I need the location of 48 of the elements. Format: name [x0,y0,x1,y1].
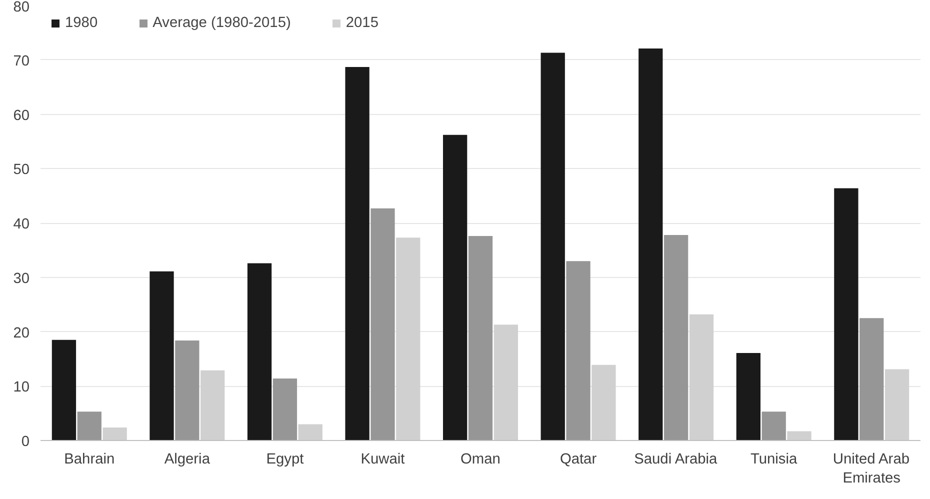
bar [494,324,518,440]
legend-label: 1980 [65,15,98,31]
x-tick-label: Kuwait [360,452,405,468]
y-tick-label: 20 [13,325,30,342]
x-tick-label: Oman [460,452,500,468]
x-tick-label: Qatar [560,452,597,468]
x-tick-label: Tunisia [750,452,798,468]
bar [102,427,127,440]
x-tick-label: Algeria [164,452,211,468]
bar [592,364,616,440]
bar [77,412,102,440]
bar [396,238,420,440]
bar [540,52,565,440]
bar [175,340,200,440]
legend-label: 2015 [346,15,378,31]
y-tick-label: 80 [13,0,30,16]
bar [298,424,322,440]
bar [664,234,688,440]
bar [200,370,225,440]
bar [787,431,812,440]
x-tick-label: Bahrain [64,452,115,468]
bar [443,134,468,440]
y-tick-label: 60 [13,108,30,124]
bar [150,271,174,440]
x-tick-label: United Arab Emirates [832,452,910,487]
x-tick-label: Egypt [266,452,304,468]
bar [736,352,760,440]
bar [247,263,272,440]
y-tick-label: 50 [13,162,30,178]
bar [638,48,663,440]
bar [52,340,76,440]
x-tick-label: Saudi Arabia [634,452,718,468]
y-tick-label: 30 [13,270,30,287]
bar [689,314,714,440]
y-tick-label: 40 [13,216,30,232]
bar [860,318,884,440]
bar [884,369,910,440]
bar [468,236,493,440]
bar [272,378,298,440]
legend-label: Average (1980-2015) [152,15,291,31]
y-tick-label: 70 [13,53,30,70]
bar [345,66,370,440]
bar [834,188,858,440]
bar [566,261,590,440]
y-tick-label: 0 [21,434,30,450]
bar [370,208,395,440]
y-tick-label: 10 [13,380,30,396]
bar [762,412,786,440]
